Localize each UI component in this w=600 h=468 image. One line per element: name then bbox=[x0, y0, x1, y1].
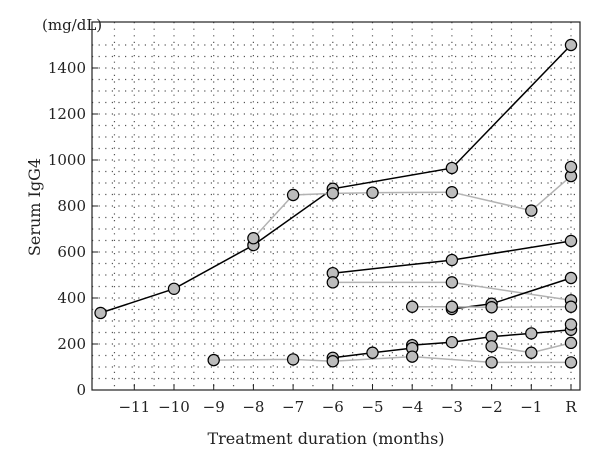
x-tick-label: −3 bbox=[441, 398, 463, 416]
data-point-series-10 bbox=[207, 353, 220, 367]
data-point-series-10 bbox=[326, 355, 339, 368]
data-point-series-7 bbox=[445, 335, 459, 349]
data-point-series-6 bbox=[445, 300, 459, 313]
y-tick-label: 400 bbox=[57, 289, 86, 307]
data-point-series-6 bbox=[406, 300, 419, 313]
data-point-series-4 bbox=[326, 276, 339, 289]
x-tick-label: −8 bbox=[242, 398, 264, 416]
x-tick-label: −5 bbox=[361, 398, 383, 416]
data-point-series-2 bbox=[326, 187, 339, 200]
data-point-series-2 bbox=[445, 185, 459, 199]
x-tick-label: −7 bbox=[282, 398, 304, 416]
y-unit-label: (mg/dL) bbox=[42, 16, 102, 34]
x-tick-label: −6 bbox=[322, 398, 344, 416]
data-point-series-2 bbox=[366, 186, 379, 199]
data-point-series-10 bbox=[286, 353, 300, 366]
data-point-series-1 bbox=[445, 161, 459, 175]
series-line-6 bbox=[412, 305, 572, 308]
x-tick-label: −11 bbox=[118, 398, 150, 416]
data-point-series-9 bbox=[485, 340, 498, 353]
x-tick-label: R bbox=[565, 398, 577, 416]
data-point-series-10 bbox=[406, 350, 419, 363]
x-tick-label: −9 bbox=[203, 398, 225, 416]
data-point-series-2 bbox=[247, 231, 260, 245]
y-tick-label: 200 bbox=[57, 335, 86, 353]
series-line-10 bbox=[213, 355, 571, 364]
data-point-series-9 bbox=[564, 336, 578, 350]
data-point-series-3 bbox=[564, 234, 578, 248]
x-tick-label: −4 bbox=[401, 398, 423, 416]
y-tick-label: 800 bbox=[57, 197, 86, 215]
y-tick-label: 600 bbox=[57, 243, 86, 261]
x-axis-label: Treatment duration (months) bbox=[207, 429, 444, 448]
data-point-series-4 bbox=[445, 276, 459, 289]
data-point-series-2 bbox=[525, 204, 538, 217]
x-tick-label: −10 bbox=[158, 398, 190, 416]
data-point-series-2 bbox=[286, 188, 300, 202]
data-point-series-7 bbox=[525, 327, 538, 340]
data-point-series-9 bbox=[525, 346, 538, 359]
y-tick-label: 1400 bbox=[48, 59, 86, 77]
data-point-series-5 bbox=[564, 271, 578, 285]
data-point-series-1 bbox=[167, 282, 181, 295]
data-point-series-6 bbox=[564, 300, 578, 313]
data-point-series-1 bbox=[94, 306, 107, 320]
y-tick-label: 1000 bbox=[48, 151, 86, 169]
data-point-series-11 bbox=[564, 160, 578, 174]
data-point-series-1 bbox=[564, 38, 578, 52]
data-point-series-6 bbox=[485, 301, 498, 314]
y-tick-label: 1200 bbox=[48, 105, 86, 123]
data-points bbox=[94, 38, 578, 369]
data-point-series-12 bbox=[564, 318, 578, 331]
data-point-series-8 bbox=[366, 346, 379, 359]
series-line-1 bbox=[100, 44, 572, 314]
data-point-series-3 bbox=[445, 253, 459, 267]
series-lines bbox=[100, 44, 572, 364]
x-tick-label: −1 bbox=[520, 398, 542, 416]
y-axis-label: Serum IgG4 bbox=[25, 158, 44, 256]
x-tick-label: −2 bbox=[481, 398, 503, 416]
data-point-series-10 bbox=[485, 356, 498, 369]
y-tick-label: 0 bbox=[76, 381, 86, 399]
data-point-series-10 bbox=[564, 356, 578, 369]
